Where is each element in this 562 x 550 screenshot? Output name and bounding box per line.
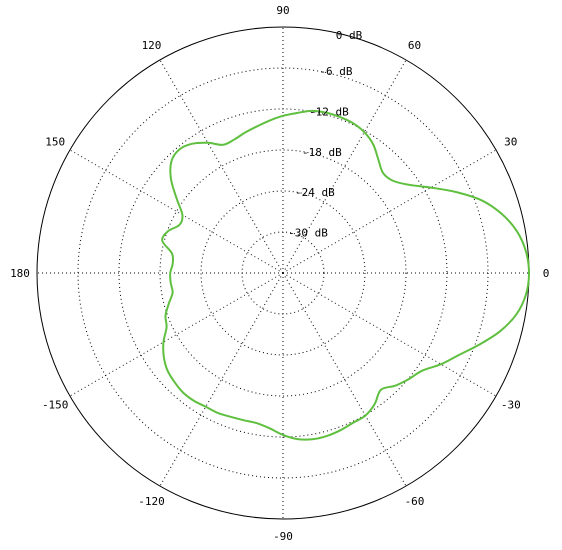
angle-label-2: 60 [408,39,421,52]
ring-label-5: -30 dB [288,227,328,240]
spoke-line-2 [282,59,407,274]
angle-label-9: -90 [273,530,293,543]
ring-label-2: -12 dB [309,106,349,119]
ring-label-4: -24 dB [295,186,335,199]
series-layer [161,109,530,441]
ring-label-1: -6 dB [319,65,352,78]
spoke-line-4 [159,59,284,274]
spoke-line-5 [69,149,284,274]
angle-label-0: 0 [543,267,550,280]
polar-grid [36,26,530,520]
spoke-line-11 [282,272,497,397]
spoke-line-10 [282,272,407,487]
ring-circle-3 [159,149,407,397]
angle-label-4: 120 [142,39,162,52]
series-line-0 [161,109,530,441]
angle-label-11: -30 [501,399,521,412]
angle-label-10: -60 [405,495,425,508]
label-layer: 0 dB -6 dB -12 dB -18 dB -24 dB -30 dB 0 30 60 90… [10,4,549,543]
spoke-line-1 [282,149,497,274]
spoke-line-7 [69,272,284,397]
angle-label-7: -150 [42,399,69,412]
angle-label-3: 90 [276,4,289,17]
angle-label-8: -120 [138,495,165,508]
ring-circle-4 [200,190,366,356]
spoke-line-8 [159,272,284,487]
ring-label-3: -18 dB [302,146,342,159]
angle-label-5: 150 [45,136,65,149]
ring-label-0: 0 dB [336,29,363,42]
angle-label-6: 180 [10,267,30,280]
angle-label-1: 30 [504,136,517,149]
